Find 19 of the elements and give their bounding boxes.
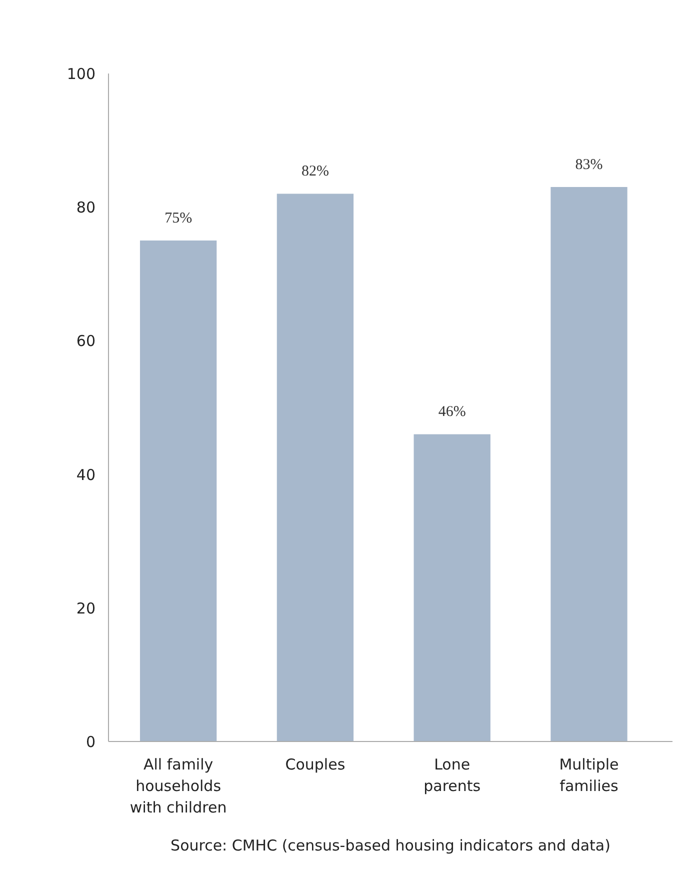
bar [414,434,490,742]
source-note: Source: CMHC (census-based housing indicators and data) [170,836,610,854]
data-label: 83% [575,157,603,174]
data-label: 46% [438,404,466,420]
bar [550,187,628,742]
y-tick-label: 0 [86,733,96,751]
bar [140,240,217,742]
x-tick-label: Lone parents [424,756,481,796]
y-tick-label: 40 [76,466,96,484]
x-tick-label: All family households with children [130,756,227,817]
x-tick-label: Couples [285,756,346,774]
y-tick-label: 80 [76,198,96,217]
y-tick-label: 100 [66,65,96,83]
bar [276,194,354,742]
data-label: 75% [164,210,192,226]
x-tick-label: Multiple families [559,756,619,796]
y-tick-label: 60 [76,332,96,350]
y-tick-label: 20 [76,599,96,618]
data-label: 82% [301,164,329,180]
